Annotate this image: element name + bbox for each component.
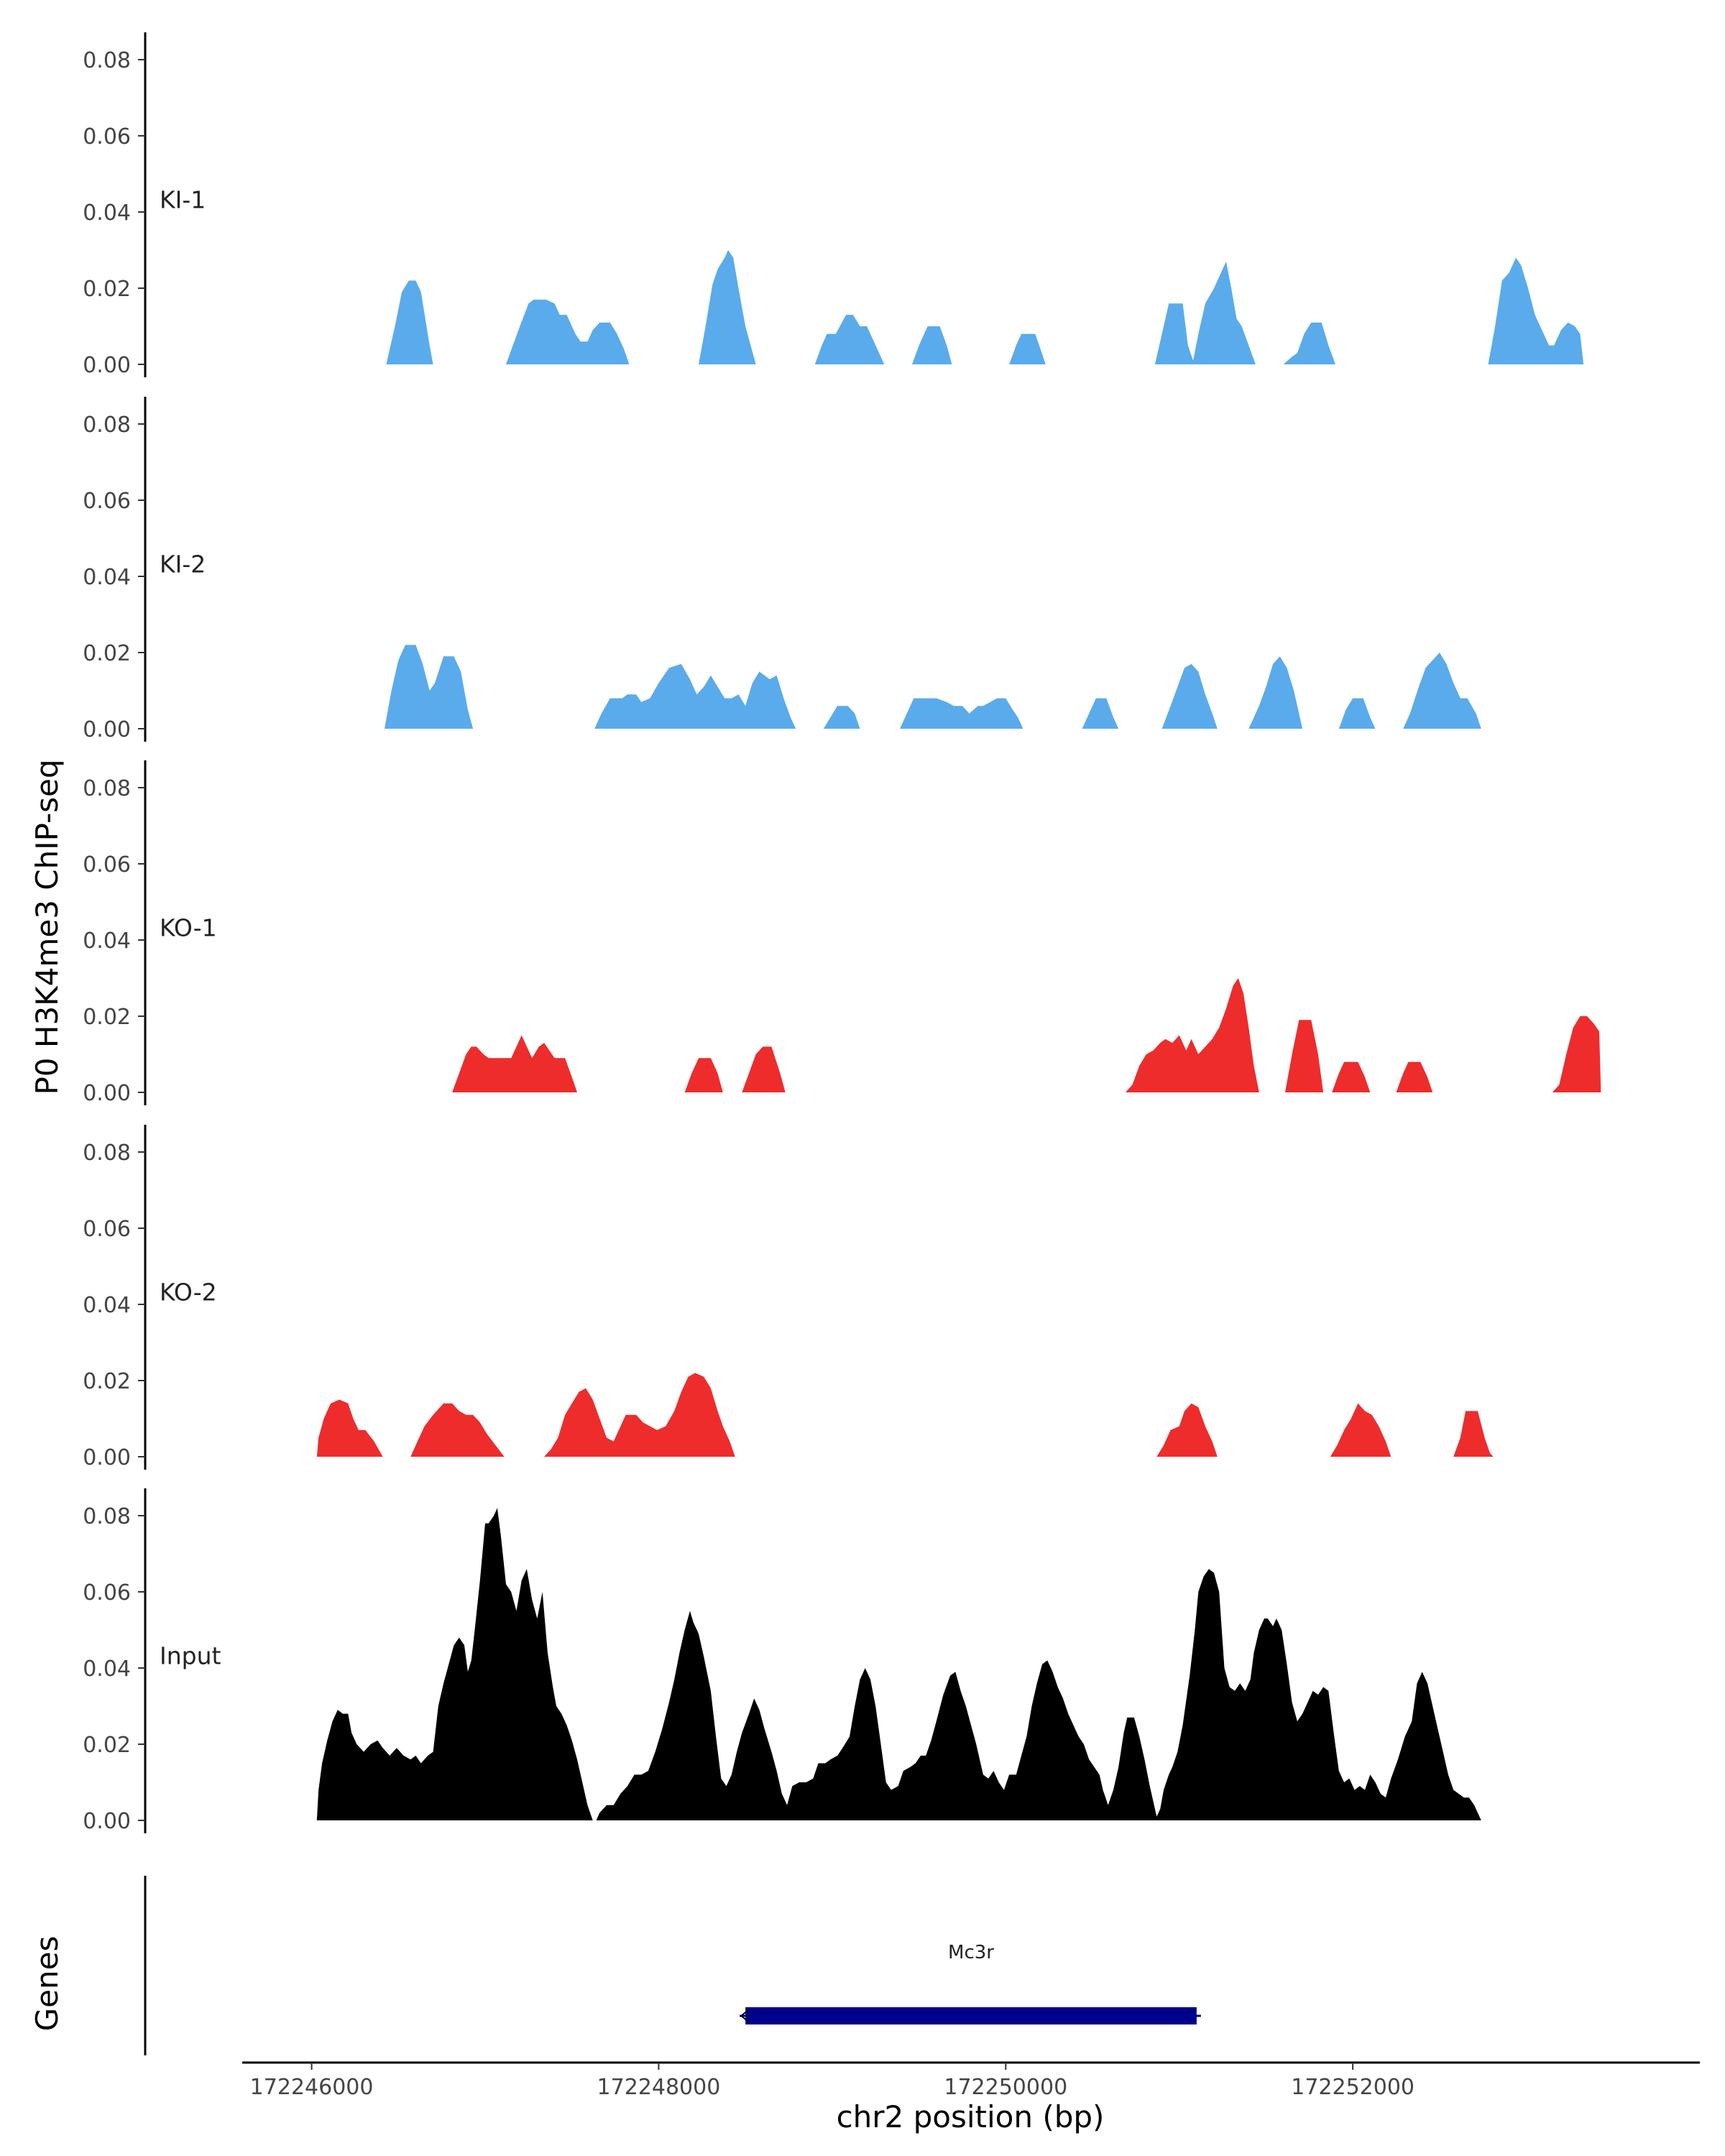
y-tick-label: 0.06 bbox=[83, 124, 131, 149]
y-tick-label: 0.02 bbox=[83, 277, 131, 302]
y-tick-label: 0.08 bbox=[83, 1141, 131, 1166]
track-label: KO-1 bbox=[160, 914, 217, 942]
y-tick-label: 0.06 bbox=[83, 489, 131, 514]
y-tick-label: 0.00 bbox=[83, 353, 131, 378]
x-axis-title: chr2 position (bp) bbox=[837, 2099, 1105, 2134]
chart-tracks: 0.00 0.02 0.04 0.06 0.08 KI-1 0.00 0.02 0.04 0.06… bbox=[83, 32, 1601, 1834]
genes-track-title: Genes bbox=[29, 1936, 65, 2032]
x-tick-label: 172246000 bbox=[250, 2075, 374, 2100]
x-tick-label: 172252000 bbox=[1291, 2075, 1414, 2100]
track-input: 0.00 0.02 0.04 0.06 0.08 Input bbox=[83, 1488, 1481, 1834]
y-tick-label: 0.04 bbox=[83, 929, 131, 954]
y-tick-label: 0.04 bbox=[83, 201, 131, 226]
y-tick-label: 0.06 bbox=[83, 1580, 131, 1606]
track-ko-1: 0.00 0.02 0.04 0.06 0.08 KO-1 bbox=[83, 760, 1601, 1106]
track-area bbox=[316, 1508, 1481, 1820]
y-tick-label: 0.04 bbox=[83, 1293, 131, 1318]
y-tick-label: 0.00 bbox=[83, 1445, 131, 1470]
track-ko-2: 0.00 0.02 0.04 0.06 0.08 KO-2 bbox=[83, 1125, 1494, 1470]
y-tick-label: 0.06 bbox=[83, 852, 131, 877]
y-tick-label: 0.08 bbox=[83, 1504, 131, 1529]
track-ki-1: 0.00 0.02 0.04 0.06 0.08 KI-1 bbox=[83, 32, 1584, 378]
track-area bbox=[386, 250, 1584, 364]
track-label: KI-1 bbox=[160, 186, 206, 214]
track-label: KO-2 bbox=[160, 1279, 217, 1307]
track-area bbox=[385, 645, 1481, 729]
track-area bbox=[452, 978, 1601, 1092]
y-tick-label: 0.08 bbox=[83, 776, 131, 801]
y-tick-label: 0.04 bbox=[83, 1657, 131, 1682]
gene-strand-arrow-icon bbox=[740, 2009, 749, 2022]
y-tick-label: 0.06 bbox=[83, 1217, 131, 1242]
track-label: KI-2 bbox=[160, 550, 206, 579]
track-label: Input bbox=[160, 1642, 221, 1670]
x-tick-label: 172250000 bbox=[944, 2075, 1067, 2100]
y-tick-label: 0.00 bbox=[83, 1809, 131, 1834]
y-tick-label: 0.00 bbox=[83, 1081, 131, 1106]
track-ki-2: 0.00 0.02 0.04 0.06 0.08 KI-2 bbox=[83, 397, 1481, 742]
track-area bbox=[316, 1373, 1494, 1457]
x-tick-label: 172248000 bbox=[597, 2075, 721, 2100]
y-axis-title: P0 H3K4me3 ChIP-seq bbox=[29, 759, 65, 1095]
y-tick-label: 0.02 bbox=[83, 1369, 131, 1394]
y-tick-label: 0.02 bbox=[83, 1733, 131, 1758]
y-tick-label: 0.08 bbox=[83, 48, 131, 73]
y-tick-label: 0.02 bbox=[83, 1005, 131, 1030]
y-tick-label: 0.08 bbox=[83, 413, 131, 438]
gene-label: Mc3r bbox=[948, 1942, 994, 1963]
y-tick-label: 0.00 bbox=[83, 717, 131, 742]
genes-track: Mc3r bbox=[144, 1876, 1201, 2055]
y-tick-label: 0.02 bbox=[83, 641, 131, 666]
x-axis: 172246000 172248000 172250000 172252000 bbox=[242, 2061, 1700, 2100]
y-tick-label: 0.04 bbox=[83, 565, 131, 590]
